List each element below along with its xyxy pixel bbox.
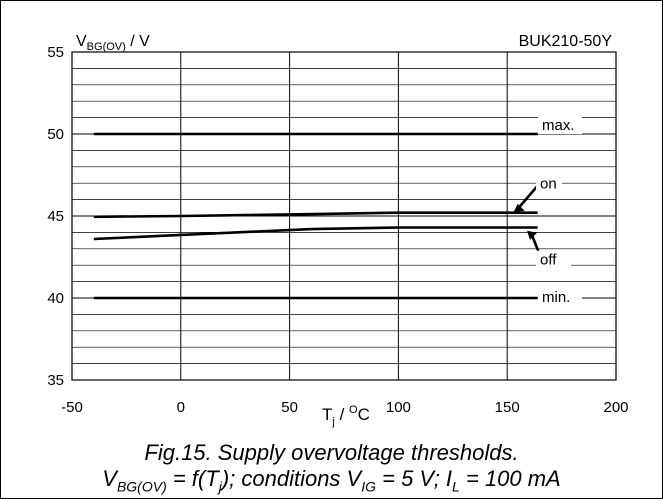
on-leader-line bbox=[516, 185, 538, 210]
tick-labels: -50 0 50 100 150 200 35 40 45 50 55 bbox=[47, 44, 628, 416]
series-line-on bbox=[93, 211, 538, 219]
series-label-min-bg bbox=[538, 288, 582, 306]
x-tick-label: -50 bbox=[61, 399, 83, 416]
chart-title: BUK210-50Y bbox=[519, 33, 613, 50]
series-label-max: max. bbox=[542, 117, 575, 134]
x-tick-label: 150 bbox=[495, 399, 520, 416]
y-axis-label: VBG(OV) / V bbox=[76, 33, 150, 53]
series-label-max-bg bbox=[538, 116, 582, 134]
x-tick-label: 200 bbox=[603, 399, 628, 416]
on-arrow-head bbox=[513, 203, 525, 212]
series-label-on-bg bbox=[536, 174, 562, 193]
x-tick-label: 50 bbox=[281, 399, 298, 416]
series-label-off-bg bbox=[536, 250, 571, 269]
series-labels: max. min. on off bbox=[513, 116, 582, 306]
off-arrow-head bbox=[527, 230, 537, 240]
x-tick-label: 100 bbox=[386, 399, 411, 416]
y-tick-label: 35 bbox=[47, 372, 64, 389]
series-label-on: on bbox=[540, 175, 557, 192]
series-label-off: off bbox=[540, 252, 557, 269]
y-tick-label: 50 bbox=[47, 126, 64, 143]
y-tick-label: 45 bbox=[47, 208, 64, 225]
x-tick-label: 0 bbox=[177, 399, 185, 416]
figure-caption-title: Fig.15. Supply overvoltage thresholds. bbox=[144, 440, 519, 465]
x-axis-label: Tj / OC bbox=[322, 404, 370, 428]
series-label-min: min. bbox=[542, 289, 570, 306]
series-lines bbox=[93, 132, 538, 300]
figure-caption-conditions: VBG(OV) = f(Tj); conditions VIG = 5 V; I… bbox=[102, 466, 561, 495]
series-line-off bbox=[93, 226, 538, 241]
y-tick-label: 40 bbox=[47, 290, 64, 307]
y-tick-label: 55 bbox=[47, 44, 64, 61]
